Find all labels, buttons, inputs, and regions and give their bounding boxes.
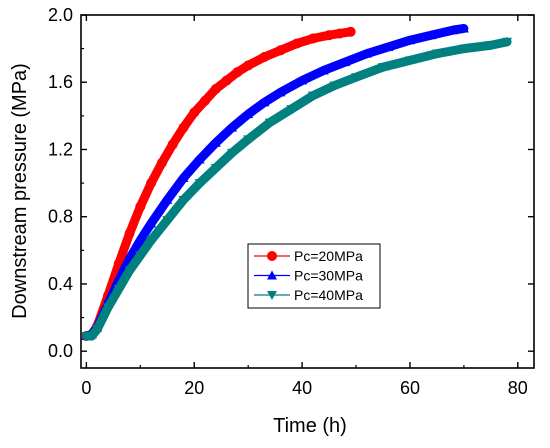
series-layer [81, 23, 513, 342]
data-point [194, 179, 205, 189]
data-point [146, 236, 157, 246]
data-point [162, 194, 173, 204]
data-point [404, 56, 415, 66]
y-tick-label: 2.0 [48, 5, 73, 25]
data-point [378, 63, 388, 73]
data-point [259, 52, 270, 63]
data-point [124, 228, 135, 239]
data-point [264, 118, 275, 128]
data-point [135, 235, 146, 245]
data-point [448, 25, 459, 35]
data-point [135, 201, 146, 212]
data-point [340, 57, 351, 67]
data-point [297, 75, 308, 85]
data-point [458, 23, 469, 33]
data-point [243, 135, 254, 145]
data-point [426, 30, 437, 40]
data-point [162, 216, 173, 226]
data-point [227, 148, 237, 158]
data-point [275, 45, 286, 56]
data-point [431, 49, 442, 59]
data-point [307, 91, 318, 101]
data-point [485, 41, 496, 51]
data-point [200, 95, 211, 106]
data-point [189, 107, 200, 118]
data-point [227, 122, 237, 132]
legend-entry: Pc=30MPa [254, 268, 363, 284]
data-point [194, 154, 205, 164]
y-tick-label: 0.8 [48, 207, 73, 227]
legend-marker [267, 291, 277, 300]
data-point [259, 97, 270, 107]
data-point [502, 37, 513, 47]
data-point [124, 266, 135, 276]
data-point [167, 139, 178, 150]
data-point [92, 325, 103, 335]
data-point [113, 284, 124, 294]
data-point [102, 303, 113, 313]
axis-layer: 0 20 40 60 80 0.0 0.4 0.8 1.2 1.6 2.0 [48, 5, 534, 398]
y-tick-label: 1.2 [48, 139, 73, 159]
y-tick-label: 0.4 [48, 274, 73, 294]
y-tick-label: 0.0 [48, 341, 73, 361]
data-point [221, 75, 232, 86]
y-tick-label: 1.6 [48, 72, 73, 92]
legend-entry: Pc=20MPa [254, 248, 363, 264]
data-point [351, 73, 362, 83]
x-tick-label: 20 [184, 378, 204, 398]
data-point [135, 251, 146, 261]
series-3 [81, 37, 513, 342]
data-point [318, 65, 329, 75]
x-tick-label: 60 [400, 378, 420, 398]
data-point [146, 218, 157, 228]
data-point [329, 81, 340, 91]
data-point [275, 87, 286, 97]
data-point [210, 163, 221, 173]
x-axis-label: Time (h) [273, 415, 347, 437]
data-point [324, 30, 335, 41]
legend-label: Pc=30MPa [294, 268, 363, 284]
data-point [345, 26, 356, 37]
y-axis-label: Downstream pressure (MPa) [9, 63, 31, 319]
data-point [307, 33, 318, 44]
x-tick-label: 80 [508, 378, 528, 398]
data-point [361, 48, 372, 58]
data-point [383, 41, 394, 51]
data-point [404, 35, 415, 45]
data-point [210, 137, 221, 147]
data-point [291, 38, 302, 49]
legend-entry: Pc=40MPa [254, 287, 363, 303]
data-point [178, 195, 189, 205]
legend: Pc=20MPa Pc=30MPa Pc=40MPa [247, 243, 381, 309]
x-tick-label: 0 [81, 378, 91, 398]
legend-label: Pc=20MPa [294, 248, 363, 264]
data-point [243, 109, 254, 119]
data-point [178, 122, 189, 133]
data-point [210, 83, 221, 94]
data-point [178, 173, 189, 183]
data-point [232, 67, 243, 78]
x-tick-label: 40 [292, 378, 312, 398]
data-point [156, 157, 167, 168]
data-point [146, 178, 157, 189]
data-point [458, 44, 469, 54]
legend-label: Pc=40MPa [294, 287, 363, 303]
data-point [243, 60, 254, 71]
data-point [86, 332, 97, 342]
data-point [286, 105, 297, 115]
legend-marker [267, 251, 277, 261]
legend-marker [267, 270, 277, 280]
data-point [334, 28, 345, 39]
